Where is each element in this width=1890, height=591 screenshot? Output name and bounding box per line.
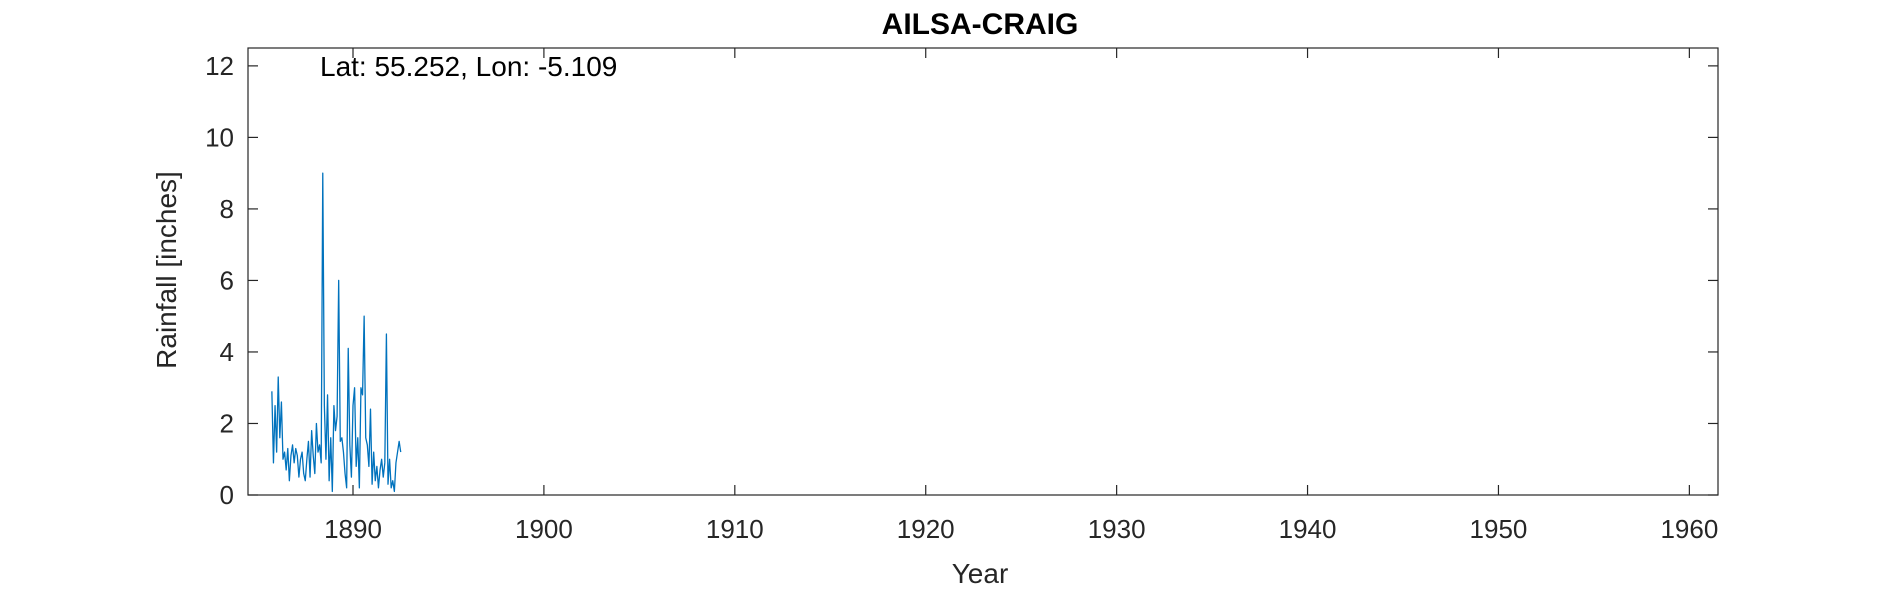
x-tick-label: 1960: [1660, 514, 1718, 544]
y-tick-label: 2: [220, 408, 234, 438]
plot-area: [247, 47, 1719, 496]
y-tick-label: 6: [220, 265, 234, 295]
x-axis: 1890 1900 1910 1920 1930 1940 1950 1960: [324, 48, 1718, 544]
x-tick-label: 1910: [706, 514, 764, 544]
x-tick-label: 1920: [897, 514, 955, 544]
y-tick-label: 0: [220, 480, 234, 510]
x-tick-label: 1950: [1470, 514, 1528, 544]
axes-box: [247, 47, 1719, 496]
y-axis: 0 2 4 6 8 10 12: [205, 51, 1718, 510]
chart-title: AILSA-CRAIG: [882, 8, 1079, 41]
y-tick-label: 12: [205, 51, 234, 81]
x-tick-label: 1890: [324, 514, 382, 544]
series-line: [271, 172, 402, 493]
y-tick-label: 8: [220, 194, 234, 224]
y-tick-label: 10: [205, 122, 234, 152]
y-tick-label: 4: [220, 337, 234, 367]
x-tick-label: 1930: [1088, 514, 1146, 544]
x-axis-label: Year: [952, 558, 1009, 589]
x-tick-label: 1900: [515, 514, 573, 544]
y-axis-label: Rainfall [inches]: [151, 171, 182, 369]
location-annotation: Lat: 55.252, Lon: -5.109: [320, 51, 617, 82]
x-tick-label: 1940: [1279, 514, 1337, 544]
